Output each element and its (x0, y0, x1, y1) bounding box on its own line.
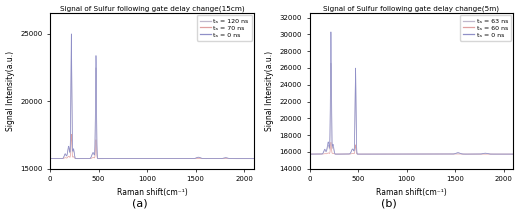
Legend: tₐ = 63 ns, tₐ = 60 ns, tₐ = 0 ns: tₐ = 63 ns, tₐ = 60 ns, tₐ = 0 ns (460, 15, 511, 41)
Text: (b): (b) (381, 199, 397, 209)
tₐ = 60 ns (457, 153, 463, 155)
tₐ = 0 ns (57, 157, 63, 160)
tₐ = 0 ns (468, 153, 474, 155)
tₐ = 70 ns (168, 157, 174, 160)
Legend: tₐ = 120 ns, tₐ = 70 ns, tₐ = 0 ns: tₐ = 120 ns, tₐ = 70 ns, tₐ = 0 ns (197, 15, 252, 41)
tₐ = 0 ns (168, 157, 174, 160)
tₐ = 63 ns (457, 152, 463, 155)
tₐ = 120 ns (209, 157, 215, 160)
Title: Signal of Sulfur following gate delay change(5m): Signal of Sulfur following gate delay ch… (323, 5, 499, 12)
tₐ = 120 ns (57, 157, 63, 160)
tₐ = 0 ns (121, 157, 127, 160)
tₐ = 0 ns (68, 33, 74, 35)
tₐ = 0 ns (317, 153, 323, 155)
tₐ = 63 ns (468, 153, 474, 155)
tₐ = 63 ns (307, 153, 313, 155)
tₐ = 70 ns (47, 157, 53, 160)
tₐ = 0 ns (427, 153, 433, 155)
tₐ = 63 ns (427, 153, 433, 155)
tₐ = 120 ns (68, 49, 74, 51)
Line: tₐ = 63 ns: tₐ = 63 ns (310, 63, 513, 154)
tₐ = 0 ns (176, 157, 183, 160)
Line: tₐ = 120 ns: tₐ = 120 ns (50, 50, 254, 159)
tₐ = 0 ns (209, 157, 215, 160)
tₐ = 60 ns (317, 153, 323, 155)
tₐ = 60 ns (436, 153, 442, 155)
tₐ = 63 ns (317, 153, 323, 155)
tₐ = 0 ns (198, 157, 204, 159)
tₐ = 70 ns (198, 157, 204, 160)
tₐ = 0 ns (307, 153, 313, 155)
tₐ = 0 ns (436, 153, 442, 155)
tₐ = 60 ns (380, 153, 387, 155)
tₐ = 0 ns (251, 157, 257, 160)
Title: Signal of Sulfur following gate delay change(15cm): Signal of Sulfur following gate delay ch… (60, 5, 244, 12)
tₐ = 70 ns (57, 157, 63, 160)
tₐ = 120 ns (168, 157, 174, 160)
tₐ = 0 ns (328, 31, 334, 33)
tₐ = 120 ns (47, 157, 53, 160)
tₐ = 63 ns (436, 153, 442, 155)
X-axis label: Raman shift(cm⁻¹): Raman shift(cm⁻¹) (376, 188, 447, 197)
tₐ = 70 ns (176, 157, 183, 160)
tₐ = 60 ns (328, 141, 334, 143)
tₐ = 0 ns (510, 153, 516, 155)
tₐ = 70 ns (209, 157, 215, 160)
tₐ = 63 ns (380, 153, 387, 155)
tₐ = 0 ns (380, 153, 387, 155)
tₐ = 0 ns (47, 157, 53, 160)
Line: tₐ = 70 ns: tₐ = 70 ns (50, 134, 254, 159)
tₐ = 70 ns (121, 157, 127, 160)
tₐ = 120 ns (251, 157, 257, 160)
Y-axis label: Signal Intensity(a.u.): Signal Intensity(a.u.) (6, 51, 15, 131)
tₐ = 63 ns (328, 62, 334, 64)
tₐ = 120 ns (198, 157, 204, 159)
Line: tₐ = 0 ns: tₐ = 0 ns (310, 32, 513, 154)
Text: (a): (a) (132, 199, 148, 209)
tₐ = 60 ns (510, 153, 516, 155)
tₐ = 60 ns (427, 153, 433, 155)
tₐ = 70 ns (68, 133, 74, 135)
tₐ = 63 ns (510, 153, 516, 155)
Y-axis label: Signal Intensity(a.u.): Signal Intensity(a.u.) (265, 51, 274, 131)
tₐ = 70 ns (251, 157, 257, 160)
tₐ = 60 ns (468, 153, 474, 155)
tₐ = 120 ns (176, 157, 183, 160)
tₐ = 60 ns (307, 153, 313, 155)
Line: tₐ = 60 ns: tₐ = 60 ns (310, 142, 513, 154)
tₐ = 0 ns (457, 152, 463, 155)
X-axis label: Raman shift(cm⁻¹): Raman shift(cm⁻¹) (116, 188, 187, 197)
tₐ = 120 ns (121, 157, 127, 160)
Line: tₐ = 0 ns: tₐ = 0 ns (50, 34, 254, 159)
